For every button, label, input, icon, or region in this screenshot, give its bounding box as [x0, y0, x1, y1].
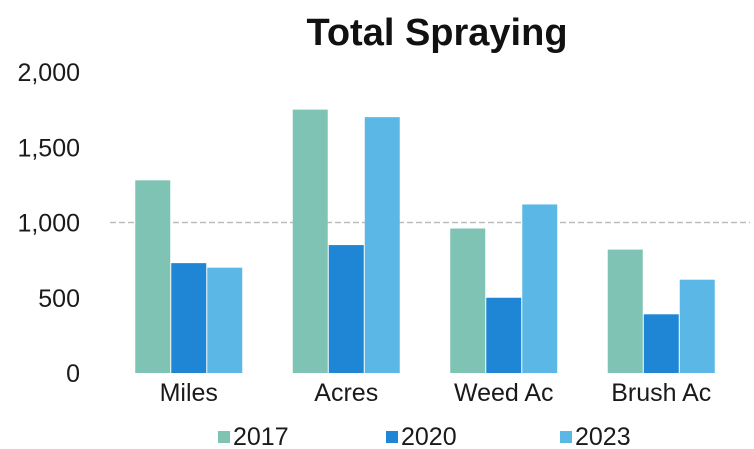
bar-2017-miles: [135, 180, 171, 373]
category-label: Weed Ac: [454, 379, 554, 407]
bars: [135, 109, 715, 374]
legend-swatch: [218, 431, 230, 443]
legend-swatch: [386, 431, 398, 443]
y-axis-ticks: 0 500 1,000 1,500 2,000: [17, 59, 80, 388]
legend-label: 2017: [233, 423, 289, 449]
bar-2023-acres: [364, 117, 400, 374]
y-tick-label: 0: [66, 360, 80, 388]
legend-item-2023: 2023: [560, 423, 631, 449]
chart-title: Total Spraying: [306, 12, 567, 54]
category-label: Miles: [160, 379, 218, 407]
y-tick-label: 1,500: [17, 134, 80, 162]
legend-item-2017: 2017: [218, 423, 289, 449]
y-tick-label: 500: [38, 285, 80, 313]
bar-2023-miles: [207, 267, 243, 373]
bar-2017-brush-ac: [607, 249, 643, 373]
category-label: Acres: [314, 379, 378, 407]
bar-2020-miles: [171, 263, 207, 373]
legend-label: 2020: [401, 423, 457, 449]
legend-item-2020: 2020: [386, 423, 457, 449]
bar-2020-acres: [328, 245, 364, 373]
y-tick-label: 2,000: [17, 59, 80, 87]
bar-2020-weed-ac: [486, 297, 522, 373]
category-labels: Miles Acres Weed Ac Brush Ac: [160, 379, 712, 407]
bar-2017-weed-ac: [450, 228, 486, 373]
legend-swatch: [560, 431, 572, 443]
bar-2020-brush-ac: [643, 314, 679, 373]
bar-2023-weed-ac: [522, 204, 558, 373]
bar-2023-brush-ac: [679, 279, 715, 373]
category-label: Brush Ac: [611, 379, 711, 407]
bar-2017-acres: [292, 109, 328, 373]
legend: 2017 2020 2023: [218, 423, 631, 449]
legend-label: 2023: [575, 423, 631, 449]
y-tick-label: 1,000: [17, 210, 80, 238]
